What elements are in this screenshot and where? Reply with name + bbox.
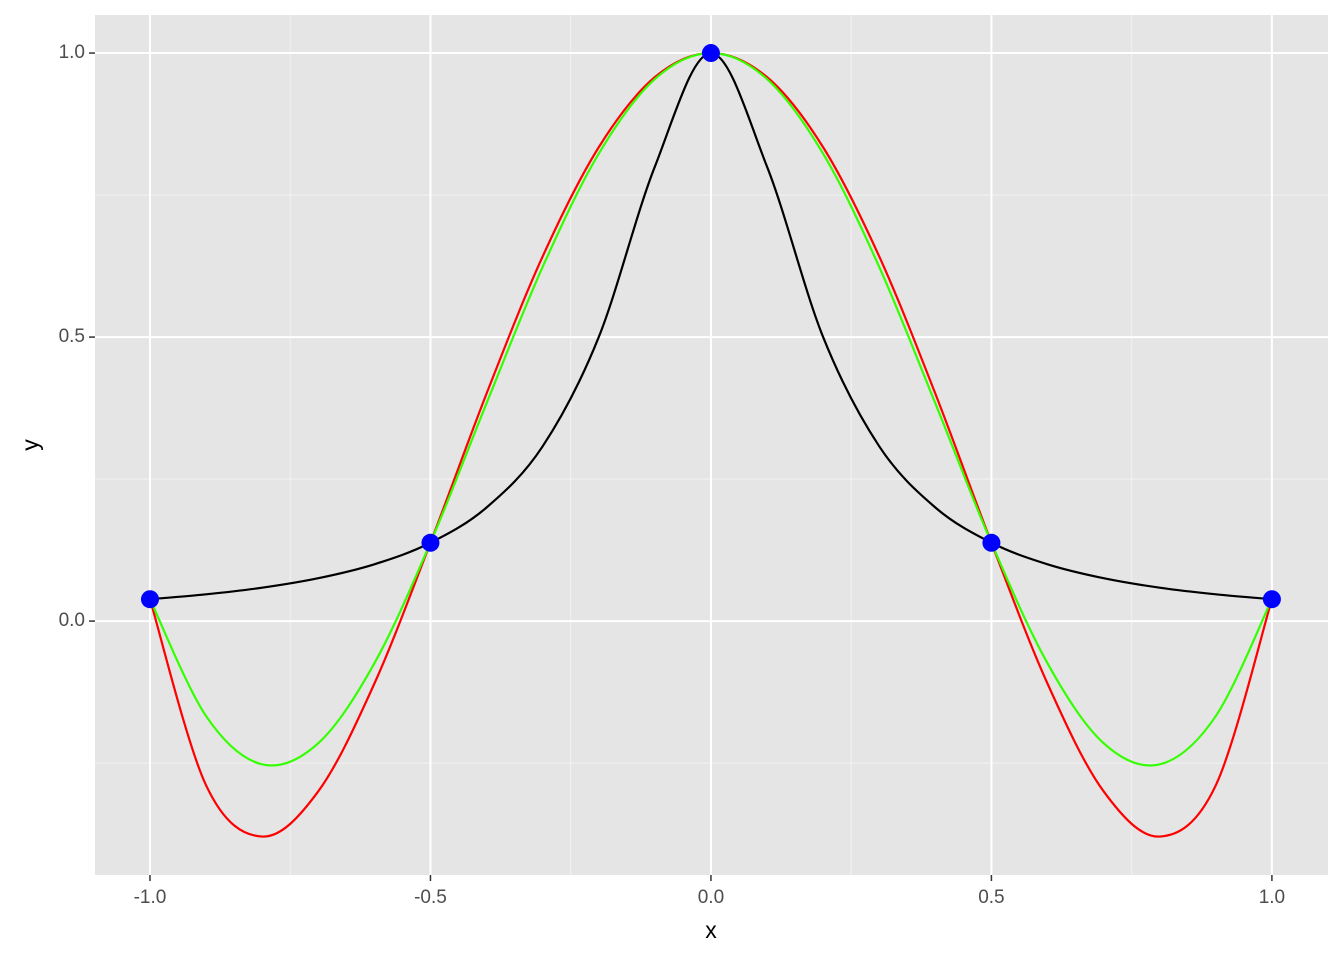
x-axis-label: x — [705, 917, 717, 943]
y-tick-label: 0.5 — [59, 326, 85, 347]
point — [982, 533, 1001, 552]
x-tick-label: 0.0 — [698, 887, 724, 908]
x-tick-label: 1.0 — [1259, 887, 1285, 908]
x-tick-label: -1.0 — [134, 887, 167, 908]
point — [140, 590, 159, 609]
x-tick-label: -0.5 — [414, 887, 447, 908]
y-axis-label: y — [17, 439, 43, 451]
point — [701, 44, 720, 63]
y-tick-label: 1.0 — [59, 42, 85, 63]
y-tick-label: 0.0 — [59, 610, 85, 631]
x-tick-label: 0.5 — [978, 887, 1004, 908]
point — [421, 533, 440, 552]
point — [1262, 590, 1281, 609]
